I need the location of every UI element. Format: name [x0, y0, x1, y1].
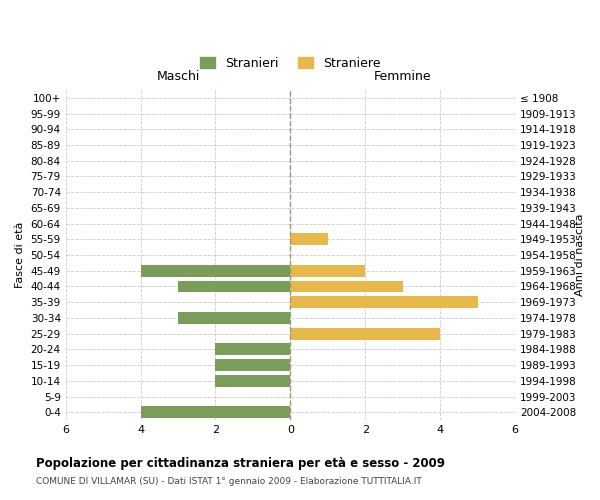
Text: Femmine: Femmine	[374, 70, 431, 84]
Bar	[140, 265, 290, 276]
Text: COMUNE DI VILLAMAR (SU) - Dati ISTAT 1° gennaio 2009 - Elaborazione TUTTITALIA.I: COMUNE DI VILLAMAR (SU) - Dati ISTAT 1° …	[36, 478, 422, 486]
Bar	[290, 280, 403, 292]
Y-axis label: Fasce di età: Fasce di età	[15, 222, 25, 288]
Y-axis label: Anni di nascita: Anni di nascita	[575, 214, 585, 296]
Bar	[290, 234, 328, 245]
Bar	[215, 375, 290, 386]
Bar	[290, 296, 478, 308]
Bar	[178, 312, 290, 324]
Text: Maschi: Maschi	[157, 70, 200, 84]
Text: Popolazione per cittadinanza straniera per età e sesso - 2009: Popolazione per cittadinanza straniera p…	[36, 458, 445, 470]
Bar	[290, 328, 440, 340]
Bar	[215, 344, 290, 355]
Bar	[140, 406, 290, 418]
Bar	[290, 265, 365, 276]
Legend: Stranieri, Straniere: Stranieri, Straniere	[200, 56, 380, 70]
Bar	[215, 359, 290, 371]
Bar	[178, 280, 290, 292]
